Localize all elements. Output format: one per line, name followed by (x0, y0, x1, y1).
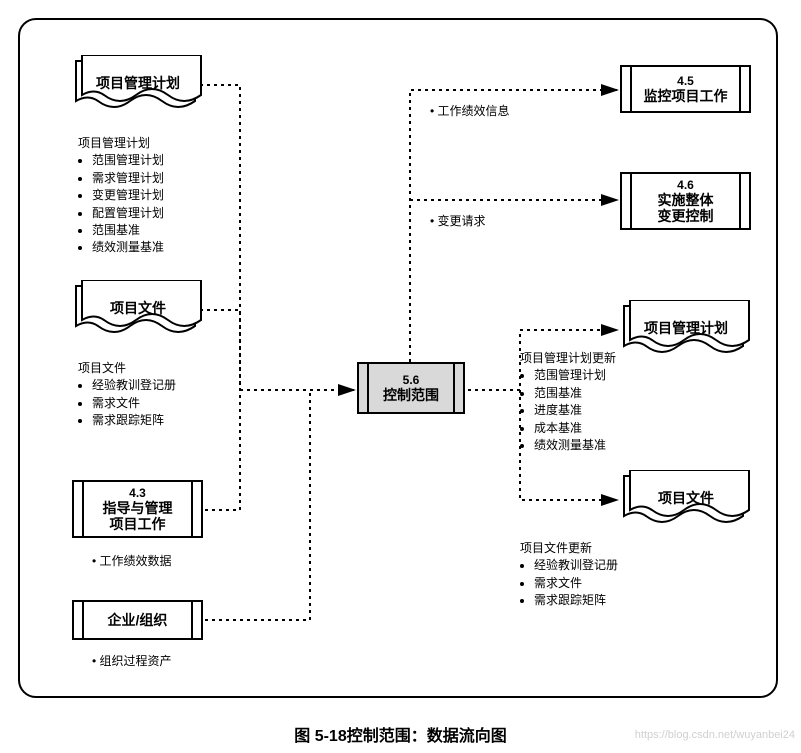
doc-files-right-label: 项目文件 (626, 488, 746, 508)
list-item: 需求跟踪矩阵 (92, 412, 248, 429)
proc-enterprise-name: 企业/组织 (108, 612, 168, 628)
list-item: 范围基准 (534, 385, 640, 402)
list-item: 配置管理计划 (92, 205, 248, 222)
list-files-right-title: 项目文件更新 (520, 540, 670, 557)
list-item: 范围管理计划 (92, 152, 248, 169)
list-files-right: 项目文件更新 经验教训登记册需求文件需求跟踪矩阵 (520, 540, 670, 610)
list-item: 进度基准 (534, 402, 640, 419)
list-item: 成本基准 (534, 420, 640, 437)
proc-4-5-num: 4.5 (644, 74, 728, 88)
label-work-perf-info: 工作绩效信息 (430, 102, 510, 119)
list-item: 需求文件 (92, 395, 248, 412)
proc-4-6-name: 实施整体变更控制 (658, 192, 714, 224)
proc-4-6: 4.6 实施整体变更控制 (628, 172, 743, 230)
doc-files-left-label: 项目文件 (78, 298, 198, 318)
list-plan-left-title: 项目管理计划 (78, 135, 248, 152)
list-item: 变更管理计划 (92, 187, 248, 204)
label-change-request: 变更请求 (430, 212, 486, 229)
proc-4-3-name: 指导与管理项目工作 (103, 500, 173, 532)
list-plan-right-items: 范围管理计划范围基准进度基准成本基准绩效测量基准 (520, 367, 640, 454)
list-files-right-items: 经验教训登记册需求文件需求跟踪矩阵 (520, 557, 670, 609)
bullet-work-perf-data: 工作绩效数据 (92, 552, 172, 569)
list-item: 需求文件 (534, 575, 670, 592)
list-item: 绩效测量基准 (92, 239, 248, 256)
list-item: 经验教训登记册 (92, 377, 248, 394)
list-files-left-items: 经验教训登记册需求文件需求跟踪矩阵 (78, 377, 248, 429)
diagram-canvas: 项目管理计划 项目管理计划 范围管理计划需求管理计划变更管理计划配置管理计划范围… (0, 0, 801, 753)
list-item: 绩效测量基准 (534, 437, 640, 454)
proc-5-6-name: 控制范围 (383, 387, 439, 403)
list-plan-right-title: 项目管理计划更新 (520, 350, 640, 367)
list-plan-left-items: 范围管理计划需求管理计划变更管理计划配置管理计划范围基准绩效测量基准 (78, 152, 248, 256)
proc-5-6-num: 5.6 (383, 373, 439, 387)
proc-enterprise: 企业/组织 (80, 600, 195, 640)
list-item: 范围基准 (92, 222, 248, 239)
proc-4-5: 4.5 监控项目工作 (628, 65, 743, 113)
doc-plan-left-label: 项目管理计划 (78, 73, 198, 93)
proc-4-6-num: 4.6 (658, 178, 714, 192)
list-item: 经验教训登记册 (534, 557, 670, 574)
list-plan-left: 项目管理计划 范围管理计划需求管理计划变更管理计划配置管理计划范围基准绩效测量基… (78, 135, 248, 257)
bullet-opa: 组织过程资产 (92, 652, 172, 669)
list-files-left: 项目文件 经验教训登记册需求文件需求跟踪矩阵 (78, 360, 248, 430)
watermark: https://blog.csdn.net/wuyanbei24 (635, 729, 795, 741)
proc-4-3-num: 4.3 (103, 486, 173, 500)
list-item: 需求跟踪矩阵 (534, 592, 670, 609)
proc-5-6-center: 5.6 控制范围 (365, 362, 457, 414)
list-plan-right: 项目管理计划更新 范围管理计划范围基准进度基准成本基准绩效测量基准 (520, 350, 640, 454)
doc-plan-right-label: 项目管理计划 (626, 318, 746, 338)
proc-4-5-name: 监控项目工作 (644, 88, 728, 104)
list-item: 需求管理计划 (92, 170, 248, 187)
list-files-left-title: 项目文件 (78, 360, 248, 377)
proc-4-3: 4.3 指导与管理项目工作 (80, 480, 195, 538)
list-item: 范围管理计划 (534, 367, 640, 384)
